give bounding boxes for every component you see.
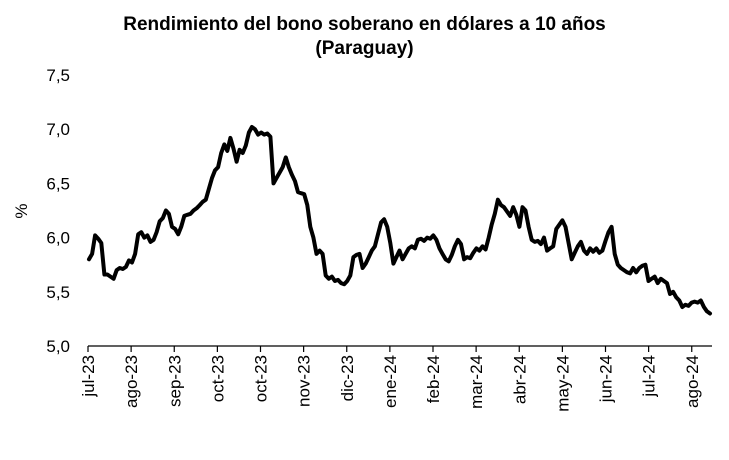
x-tick-label: abr-24	[510, 355, 529, 404]
x-axis: jul-23 ago-23 sep-23 oct-23 oct-23 nov-23 dic-…	[79, 345, 712, 412]
x-tick-label: mar-24	[467, 355, 486, 409]
y-axis: 5,0 5,5 6,0 6,5 7,0 7,5%	[12, 66, 70, 356]
chart-title: Rendimiento del bono soberano en dólares…	[123, 14, 606, 35]
x-tick-label: oct-23	[208, 355, 227, 402]
y-tick-label: 7,0	[46, 120, 70, 139]
series-group	[87, 125, 712, 316]
series-line	[87, 125, 712, 316]
x-tick-label: nov-23	[295, 355, 314, 407]
x-tick-label: sep-23	[165, 355, 184, 407]
x-tick-label: ago-23	[122, 355, 141, 408]
y-axis-label: %	[12, 203, 31, 218]
x-tick-label: dic-23	[338, 355, 357, 401]
x-tick-label: may-24	[553, 355, 572, 412]
y-tick-label: 6,5	[46, 174, 70, 193]
y-tick-label: 7,5	[46, 66, 70, 85]
y-tick-label: 5,0	[46, 337, 70, 356]
x-tick-label: jun-24	[597, 355, 616, 403]
x-tick-label: jul-24	[640, 355, 659, 398]
x-tick-label: jul-23	[79, 355, 98, 398]
x-tick-label: feb-24	[424, 355, 443, 403]
x-tick-label: oct-23	[252, 355, 271, 402]
x-tick-label: ene-24	[381, 355, 400, 408]
y-tick-label: 5,5	[46, 283, 70, 302]
y-tick-label: 6,0	[46, 229, 70, 248]
chart-subtitle: (Paraguay)	[315, 38, 414, 59]
x-tick-label: ago-24	[683, 355, 702, 408]
